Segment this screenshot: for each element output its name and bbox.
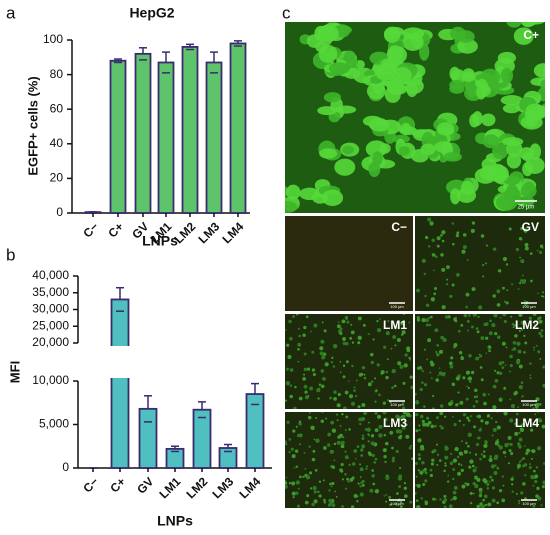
y-tick-label: 0 — [56, 205, 63, 219]
micrograph — [415, 314, 545, 409]
bar — [229, 42, 247, 214]
micrograph — [285, 22, 545, 213]
y-tick-label: 40,000 — [32, 268, 69, 282]
bar — [110, 298, 130, 469]
panel-label: b — [6, 245, 15, 264]
y-tick-label: 5,000 — [39, 417, 69, 431]
micrograph — [415, 216, 545, 311]
x-tick-label: LM4 — [219, 219, 246, 246]
x-tick-label: LM3 — [209, 474, 236, 501]
error-bar — [198, 401, 206, 419]
bar — [192, 408, 212, 469]
x-tick-label: C+ — [105, 219, 126, 240]
chart-title: HepG2 — [129, 5, 174, 21]
error-bar — [210, 51, 218, 74]
x-tick-label: LM2 — [183, 474, 210, 501]
bar — [157, 61, 175, 214]
x-tick-label: LM4 — [236, 474, 263, 501]
error-bar — [251, 382, 259, 406]
y-tick-label: 25,000 — [32, 318, 69, 332]
y-tick-label: 60 — [50, 101, 64, 115]
image-label: LM3 — [383, 416, 407, 430]
x-tick-label: C− — [80, 219, 101, 240]
panel-label: a — [6, 3, 16, 22]
y-tick-label: 100 — [43, 32, 63, 46]
error-bar — [114, 58, 122, 64]
micrograph — [285, 216, 413, 311]
x-tick-label: C− — [80, 474, 101, 495]
micrograph — [285, 412, 413, 508]
micrograph — [415, 412, 545, 508]
image-label: LM4 — [515, 416, 539, 430]
image-label: GV — [522, 220, 539, 234]
image-label: C− — [391, 220, 407, 234]
x-tick-label: GV — [134, 474, 156, 496]
error-bar — [116, 286, 124, 312]
error-bar — [89, 211, 97, 214]
y-tick-label: 30,000 — [32, 302, 69, 316]
error-bar — [144, 395, 152, 423]
x-axis-label: LNPs — [157, 513, 193, 529]
panel-label: c — [282, 3, 291, 22]
y-axis-label: MFI — [7, 361, 22, 383]
x-tick-label: LM3 — [195, 219, 222, 246]
error-bar — [162, 51, 170, 74]
y-axis-label: EGFP+ cells (%) — [25, 76, 40, 175]
error-bar — [186, 43, 194, 51]
y-tick-label: 0 — [62, 460, 69, 474]
scale-bar-label: 25 µm — [518, 205, 535, 211]
image-label: LM2 — [515, 318, 539, 332]
x-tick-label: C+ — [107, 474, 128, 495]
axis-break — [72, 346, 272, 378]
y-tick-label: 20,000 — [32, 335, 69, 349]
x-axis-label: LNPs — [142, 233, 178, 249]
micrograph — [285, 314, 413, 409]
error-bar — [224, 443, 232, 453]
error-bar — [171, 445, 179, 453]
bar — [109, 59, 127, 214]
scale-bar-label: 100 µm — [522, 501, 536, 506]
scale-bar-label: 100 µm — [390, 501, 404, 506]
y-tick-label: 20 — [50, 171, 64, 185]
y-tick-label: 40 — [50, 136, 64, 150]
error-bar — [139, 47, 147, 61]
x-tick-label: LM1 — [156, 474, 183, 501]
bar — [138, 407, 158, 469]
bar — [134, 52, 152, 214]
scale-bar-label: 100 µm — [522, 402, 536, 407]
y-tick-label: 35,000 — [32, 285, 69, 299]
bar — [205, 61, 223, 214]
scale-bar-label: 100 µm — [390, 402, 404, 407]
image-label: C+ — [523, 28, 539, 42]
scale-bar-label: 100 µm — [522, 304, 536, 309]
y-tick-label: 80 — [50, 67, 64, 81]
error-bar — [234, 40, 242, 47]
bar — [181, 46, 199, 214]
image-label: LM1 — [383, 318, 407, 332]
y-tick-label: 10,000 — [32, 373, 69, 387]
scale-bar-label: 100 µm — [390, 304, 404, 309]
